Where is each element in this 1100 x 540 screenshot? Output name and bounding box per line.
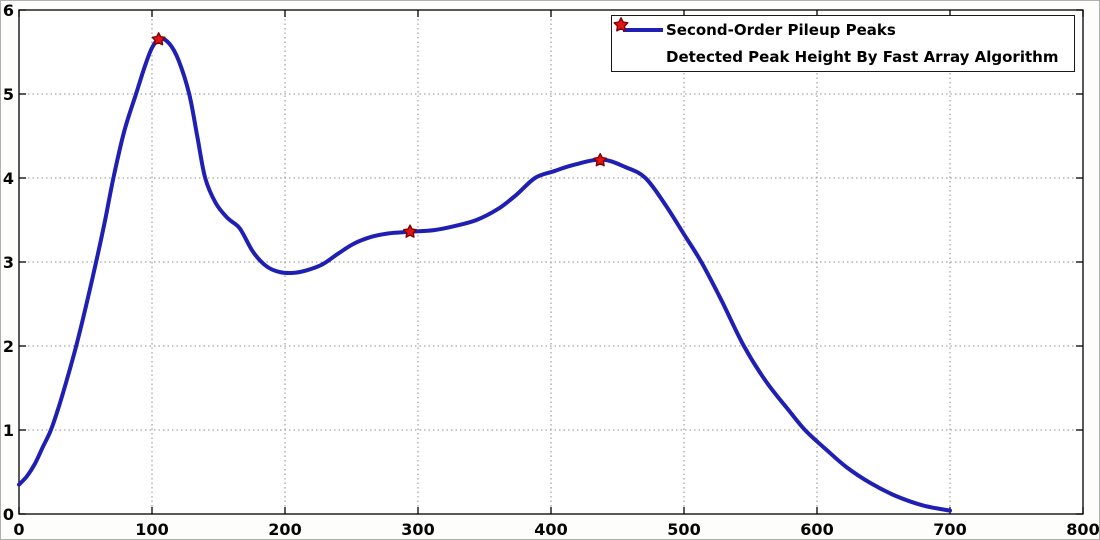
legend-item-markers: Detected Peak Height By Fast Array Algor… — [612, 17, 1074, 70]
legend-label-curve: Second-Order Pileup Peaks — [666, 21, 896, 39]
x-tick-label-700: 700 — [933, 520, 966, 539]
y-tick-label-6: 6 — [3, 1, 14, 20]
legend-box: Second-Order Pileup Peaks Detected Peak … — [611, 15, 1075, 72]
legend-label-markers: Detected Peak Height By Fast Array Algor… — [666, 48, 1059, 66]
line-sample-icon — [623, 28, 663, 32]
legend-line-swatch — [620, 28, 666, 32]
y-tick-label-2: 2 — [3, 337, 14, 356]
x-tick-label-600: 600 — [800, 520, 833, 539]
legend-item-curve: Second-Order Pileup Peaks — [612, 17, 1074, 43]
y-tick-label-0: 0 — [3, 505, 14, 524]
y-tick-label-1: 1 — [3, 421, 14, 440]
peak-marker-3 — [593, 153, 608, 167]
x-tick-label-0: 0 — [13, 520, 24, 539]
x-tick-label-100: 100 — [135, 520, 168, 539]
x-tick-label-500: 500 — [667, 520, 700, 539]
x-tick-label-200: 200 — [268, 520, 301, 539]
y-tick-label-5: 5 — [3, 85, 14, 104]
peak-marker-2 — [403, 224, 417, 238]
y-tick-label-3: 3 — [3, 253, 14, 272]
peak-marker-1 — [151, 32, 166, 46]
star-marker-glyph — [613, 17, 629, 32]
x-tick-label-400: 400 — [534, 520, 567, 539]
x-tick-label-800: 800 — [1066, 520, 1099, 539]
y-tick-label-4: 4 — [3, 169, 14, 188]
series-line — [17, 36, 952, 513]
x-tick-label-300: 300 — [401, 520, 434, 539]
star-marker-icon — [613, 17, 629, 32]
